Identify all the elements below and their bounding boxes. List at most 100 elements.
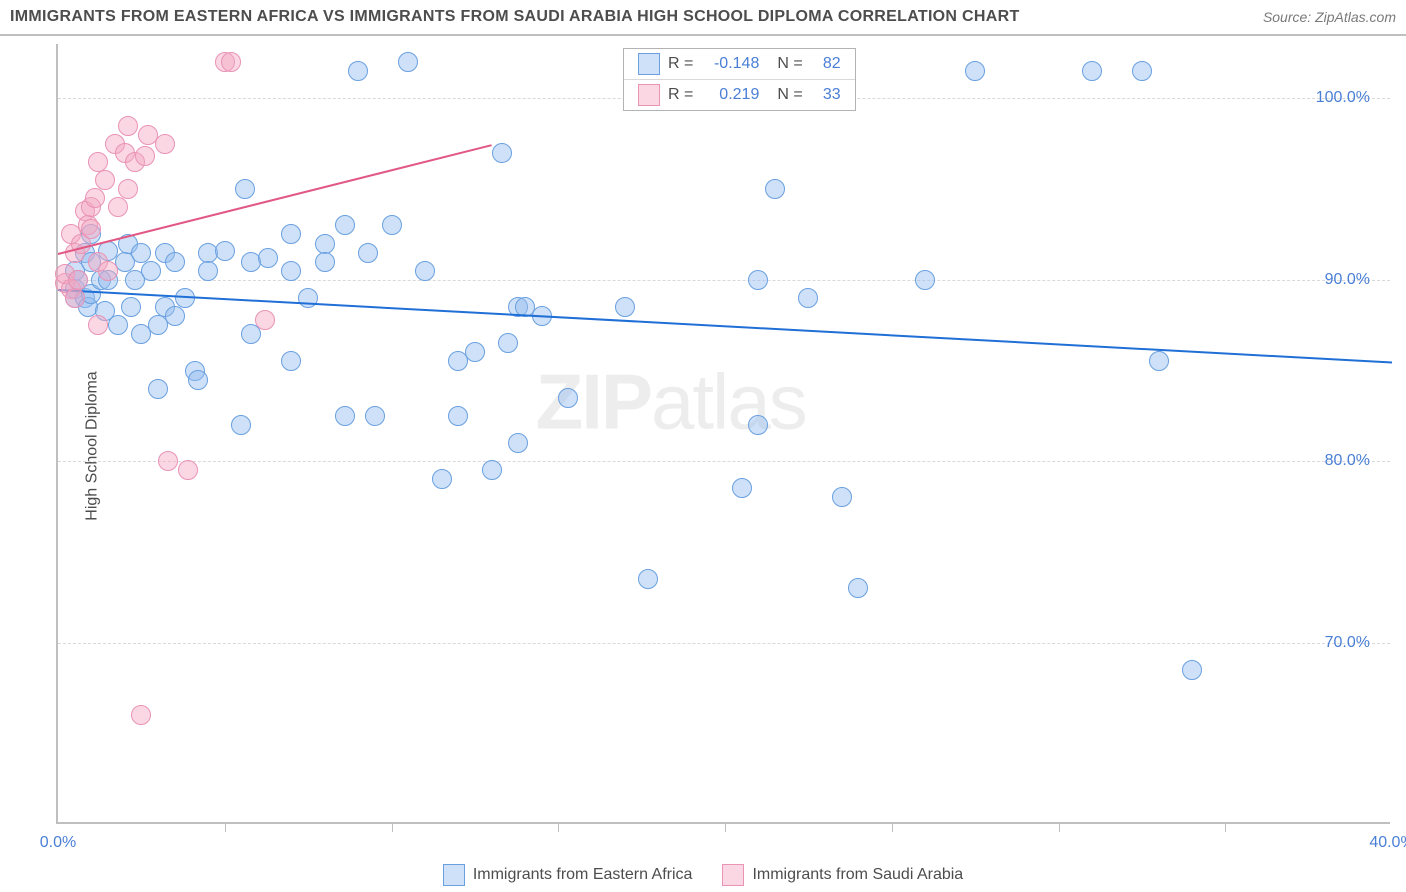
data-point xyxy=(281,224,301,244)
y-axis-label: 100.0% xyxy=(1316,89,1370,107)
y-axis-label: 80.0% xyxy=(1325,452,1370,470)
data-point xyxy=(135,146,155,166)
n-value: 82 xyxy=(811,55,841,73)
series-swatch xyxy=(722,864,744,886)
y-axis-label: 70.0% xyxy=(1325,634,1370,652)
data-point xyxy=(165,252,185,272)
data-point xyxy=(348,61,368,81)
data-point xyxy=(158,451,178,471)
r-value: 0.219 xyxy=(701,86,759,104)
data-point xyxy=(81,219,101,239)
scatter-plot-area: ZIPatlas 70.0%80.0%90.0%100.0%0.0%40.0%R… xyxy=(56,44,1390,824)
data-point xyxy=(141,261,161,281)
data-point xyxy=(398,52,418,72)
r-value: -0.148 xyxy=(701,55,759,73)
n-label: N = xyxy=(777,86,802,104)
data-point xyxy=(255,310,275,330)
data-point xyxy=(448,406,468,426)
data-point xyxy=(108,197,128,217)
data-point xyxy=(121,297,141,317)
r-label: R = xyxy=(668,55,693,73)
data-point xyxy=(1149,351,1169,371)
data-point xyxy=(1082,61,1102,81)
data-point xyxy=(88,315,108,335)
data-point xyxy=(482,460,502,480)
data-point xyxy=(148,379,168,399)
correlation-stats-box: R = -0.148 N = 82 R = 0.219 N = 33 xyxy=(623,48,856,111)
data-point xyxy=(98,261,118,281)
data-point xyxy=(365,406,385,426)
data-point xyxy=(432,469,452,489)
gridline xyxy=(58,280,1390,281)
data-point xyxy=(231,415,251,435)
data-point xyxy=(131,705,151,725)
data-point xyxy=(188,370,208,390)
data-point xyxy=(315,234,335,254)
data-point xyxy=(832,487,852,507)
x-tick xyxy=(1225,822,1226,832)
gridline xyxy=(58,461,1390,462)
chart-title: IMMIGRANTS FROM EASTERN AFRICA VS IMMIGR… xyxy=(10,8,1020,26)
x-axis-label: 0.0% xyxy=(40,834,76,852)
data-point xyxy=(235,179,255,199)
data-point xyxy=(281,261,301,281)
x-tick xyxy=(392,822,393,832)
x-tick xyxy=(225,822,226,832)
legend-item: Immigrants from Eastern Africa xyxy=(443,864,693,886)
data-point xyxy=(732,478,752,498)
data-point xyxy=(358,243,378,263)
data-point xyxy=(748,415,768,435)
data-point xyxy=(748,270,768,290)
data-point xyxy=(335,215,355,235)
data-point xyxy=(558,388,578,408)
n-label: N = xyxy=(777,55,802,73)
n-value: 33 xyxy=(811,86,841,104)
data-point xyxy=(492,143,512,163)
watermark-bold: ZIP xyxy=(536,357,651,445)
data-point xyxy=(848,578,868,598)
data-point xyxy=(382,215,402,235)
series-swatch xyxy=(638,84,660,106)
x-tick xyxy=(558,822,559,832)
data-point xyxy=(281,351,301,371)
data-point xyxy=(615,297,635,317)
y-axis-label: 90.0% xyxy=(1325,271,1370,289)
data-point xyxy=(221,52,241,72)
data-point xyxy=(1132,61,1152,81)
data-point xyxy=(415,261,435,281)
data-point xyxy=(155,134,175,154)
gridline xyxy=(58,643,1390,644)
data-point xyxy=(335,406,355,426)
data-point xyxy=(198,261,218,281)
series-swatch xyxy=(638,53,660,75)
series-swatch xyxy=(443,864,465,886)
x-tick xyxy=(1059,822,1060,832)
data-point xyxy=(1182,660,1202,680)
data-point xyxy=(118,116,138,136)
data-point xyxy=(178,460,198,480)
data-point xyxy=(798,288,818,308)
data-point xyxy=(131,243,151,263)
x-tick xyxy=(892,822,893,832)
data-point xyxy=(465,342,485,362)
data-point xyxy=(215,241,235,261)
data-point xyxy=(765,179,785,199)
stats-row: R = 0.219 N = 33 xyxy=(624,80,855,110)
data-point xyxy=(95,170,115,190)
stats-row: R = -0.148 N = 82 xyxy=(624,49,855,80)
x-axis-label: 40.0% xyxy=(1369,834,1406,852)
r-label: R = xyxy=(668,86,693,104)
data-point xyxy=(65,288,85,308)
data-point xyxy=(258,248,278,268)
title-bar: IMMIGRANTS FROM EASTERN AFRICA VS IMMIGR… xyxy=(0,0,1406,36)
source-attribution: Source: ZipAtlas.com xyxy=(1263,9,1396,25)
data-point xyxy=(508,433,528,453)
data-point xyxy=(638,569,658,589)
series-legend: Immigrants from Eastern AfricaImmigrants… xyxy=(0,864,1406,886)
data-point xyxy=(498,333,518,353)
legend-label: Immigrants from Eastern Africa xyxy=(473,866,693,884)
data-point xyxy=(965,61,985,81)
data-point xyxy=(108,315,128,335)
data-point xyxy=(315,252,335,272)
data-point xyxy=(165,306,185,326)
